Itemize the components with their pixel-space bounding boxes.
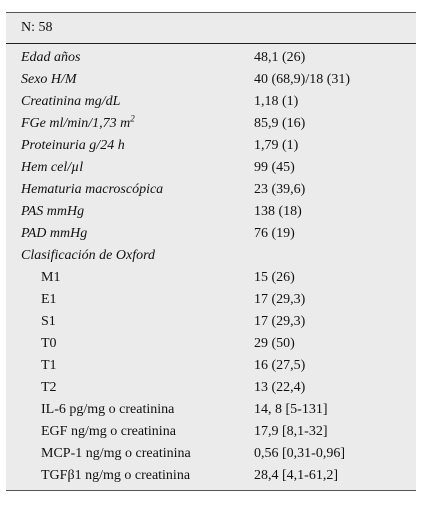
table-row: Hem cel/µl 99 (45) [6,157,416,179]
row-label: T0 [6,333,254,355]
row-value: 1,18 (1) [254,94,299,109]
table-row: Clasificación de Oxford [6,245,416,267]
row-label-text: PAS mmHg [21,204,85,219]
row-value: 99 (45) [254,160,295,175]
row-label-text: T2 [41,380,57,395]
table-row: T2 13 (22,4) [6,377,416,399]
row-value: 17 (29,3) [254,314,306,329]
row-label-text: IL-6 pg/mg o creatinina [41,402,175,417]
row-label: S1 [6,311,254,333]
row-label-text: Clasificación de Oxford [21,248,156,263]
row-value: 23 (39,6) [254,182,306,197]
row-value: 0,56 [0,31-0,96] [254,446,345,461]
row-label-text: Creatinina mg/dL [21,94,121,109]
row-label: Creatinina mg/dL [6,91,254,113]
row-value: 76 (19) [254,226,295,241]
table-row: FGe ml/min/1,73 m2 85,9 (16) [6,113,416,135]
table-row: IL-6 pg/mg o creatinina 14, 8 [5-131] [6,399,416,421]
row-label: Sexo H/M [6,69,254,91]
table-row: MCP-1 ng/mg o creatinina 0,56 [0,31-0,96] [6,443,416,465]
row-label: E1 [6,289,254,311]
row-label-text: EGF ng/mg o creatinina [41,424,176,439]
row-label-text: Hem cel/µl [21,160,84,175]
row-label-text: S1 [41,314,56,329]
table-row: Hematuria macroscópica 23 (39,6) [6,179,416,201]
table-row: EGF ng/mg o creatinina 17,9 [8,1-32] [6,421,416,443]
row-value: 1,79 (1) [254,138,299,153]
row-value: 28,4 [4,1-61,2] [254,468,338,483]
row-label: Clasificación de Oxford [6,245,254,267]
table-header: N: 58 [6,13,416,44]
row-label-text: FGe ml/min/1,73 m [21,116,131,131]
table-row: Proteinuria g/24 h 1,79 (1) [6,135,416,157]
row-label: PAD mmHg [6,223,254,245]
row-value: 48,1 (26) [254,50,306,65]
table-row: Creatinina mg/dL 1,18 (1) [6,91,416,113]
table-row: Edad años 48,1 (26) [6,47,416,69]
row-value: 17,9 [8,1-32] [254,424,328,439]
table-row: PAD mmHg 76 (19) [6,223,416,245]
row-label: T1 [6,355,254,377]
row-value: 17 (29,3) [254,292,306,307]
row-label-text: Edad años [21,50,81,65]
row-value: 15 (26) [254,270,295,285]
row-label: PAS mmHg [6,201,254,223]
row-label: Edad años [6,47,254,69]
row-label: FGe ml/min/1,73 m2 [6,113,254,135]
clinical-data-table: N: 58 Edad años 48,1 (26) Sexo H/M 40 (68,9… [6,12,416,491]
row-label-text: Sexo H/M [21,72,77,87]
row-label: Proteinuria g/24 h [6,135,254,157]
row-value: 13 (22,4) [254,380,306,395]
row-label-text: PAD mmHg [21,226,88,241]
row-label: TGFβ1 ng/mg o creatinina [6,465,254,487]
row-label-superscript: 2 [130,113,135,124]
row-label-text: MCP-1 ng/mg o creatinina [41,446,191,461]
row-label-text: E1 [41,292,57,307]
sample-size-label: N: 58 [21,20,53,35]
row-label-text: Proteinuria g/24 h [21,138,125,153]
table-row: E1 17 (29,3) [6,289,416,311]
row-label: M1 [6,267,254,289]
row-value: 138 (18) [254,204,302,219]
row-label: MCP-1 ng/mg o creatinina [6,443,254,465]
row-value: 29 (50) [254,336,295,351]
row-value: 40 (68,9)/18 (31) [254,72,351,87]
row-label: EGF ng/mg o creatinina [6,421,254,443]
table-body: Edad años 48,1 (26) Sexo H/M 40 (68,9)/18 (… [6,44,416,490]
row-label: T2 [6,377,254,399]
row-label-text: M1 [41,270,61,285]
row-label-text: TGFβ1 ng/mg o creatinina [41,468,191,483]
table-row: PAS mmHg 138 (18) [6,201,416,223]
row-label: Hematuria macroscópica [6,179,254,201]
table-row: TGFβ1 ng/mg o creatinina 28,4 [4,1-61,2] [6,465,416,487]
table-row: M1 15 (26) [6,267,416,289]
table-row: T0 29 (50) [6,333,416,355]
row-label-text: T0 [41,336,57,351]
row-label-text: T1 [41,358,57,373]
row-label-text: Hematuria macroscópica [21,182,164,197]
row-value: 14, 8 [5-131] [254,402,328,417]
row-value: 85,9 (16) [254,116,306,131]
row-label: Hem cel/µl [6,157,254,179]
row-label: IL-6 pg/mg o creatinina [6,399,254,421]
table-row: T1 16 (27,5) [6,355,416,377]
row-value: 16 (27,5) [254,358,306,373]
table-row: S1 17 (29,3) [6,311,416,333]
table-row: Sexo H/M 40 (68,9)/18 (31) [6,69,416,91]
